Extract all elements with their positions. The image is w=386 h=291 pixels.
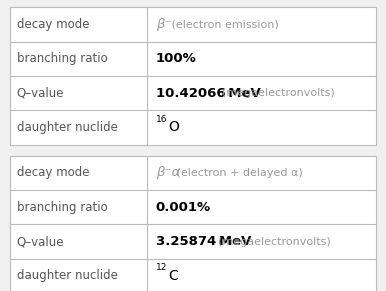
Text: 12: 12	[156, 263, 167, 272]
Text: C: C	[168, 269, 178, 283]
Text: (megaelectronvolts): (megaelectronvolts)	[211, 237, 330, 246]
Text: daughter nuclide: daughter nuclide	[17, 121, 117, 134]
Text: 10.42066 MeV: 10.42066 MeV	[156, 87, 261, 100]
Text: Q–value: Q–value	[17, 87, 64, 100]
Text: 3.25874 MeV: 3.25874 MeV	[156, 235, 251, 248]
Text: (megaelectronvolts): (megaelectronvolts)	[215, 88, 335, 98]
Text: decay mode: decay mode	[17, 18, 89, 31]
Text: β⁻α: β⁻α	[156, 166, 180, 179]
Text: (electron emission): (electron emission)	[168, 19, 278, 29]
Text: daughter nuclide: daughter nuclide	[17, 269, 117, 282]
Text: decay mode: decay mode	[17, 166, 89, 179]
Text: O: O	[168, 120, 179, 134]
Bar	[10, 156, 376, 291]
Text: 100%: 100%	[156, 52, 196, 65]
Text: β⁻: β⁻	[156, 18, 171, 31]
Bar	[10, 7, 376, 145]
Text: (electron + delayed α): (electron + delayed α)	[173, 168, 302, 178]
Text: 0.001%: 0.001%	[156, 201, 211, 214]
Text: Q–value: Q–value	[17, 235, 64, 248]
Text: 16: 16	[156, 115, 167, 124]
Text: branching ratio: branching ratio	[17, 52, 107, 65]
Text: branching ratio: branching ratio	[17, 201, 107, 214]
